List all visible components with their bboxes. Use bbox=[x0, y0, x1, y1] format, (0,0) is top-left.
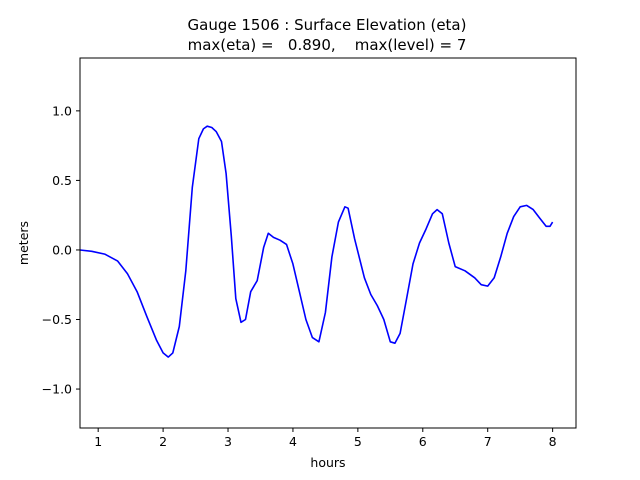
y-tick-label: 0.5 bbox=[52, 173, 72, 188]
x-tick-label: 7 bbox=[484, 434, 492, 449]
plot-area bbox=[79, 125, 554, 358]
y-tick-label: −1.0 bbox=[42, 382, 72, 397]
x-tick-label: 2 bbox=[159, 434, 167, 449]
chart-title-line-2: max(eta) = 0.890, max(level) = 7 bbox=[188, 36, 467, 54]
y-axis: −1.0 −0.5 0.0 0.5 1.0 bbox=[42, 103, 80, 397]
y-tick-label: −0.5 bbox=[42, 312, 72, 327]
y-axis-label: meters bbox=[16, 221, 31, 265]
x-tick-label: 6 bbox=[419, 434, 427, 449]
x-axis-label: hours bbox=[310, 455, 345, 470]
x-tick-label: 5 bbox=[354, 434, 362, 449]
x-tick-label: 1 bbox=[94, 434, 102, 449]
x-tick-label: 3 bbox=[224, 434, 232, 449]
x-tick-label: 8 bbox=[549, 434, 557, 449]
x-axis: 1 2 3 4 5 6 7 8 bbox=[94, 428, 557, 449]
y-tick-label: 0.0 bbox=[52, 242, 72, 257]
eta-series-line bbox=[79, 125, 554, 358]
x-tick-label: 4 bbox=[289, 434, 297, 449]
plot-frame bbox=[79, 57, 577, 429]
chart-title-line-1: Gauge 1506 : Surface Elevation (eta) bbox=[188, 16, 467, 34]
y-tick-label: 1.0 bbox=[52, 103, 72, 118]
